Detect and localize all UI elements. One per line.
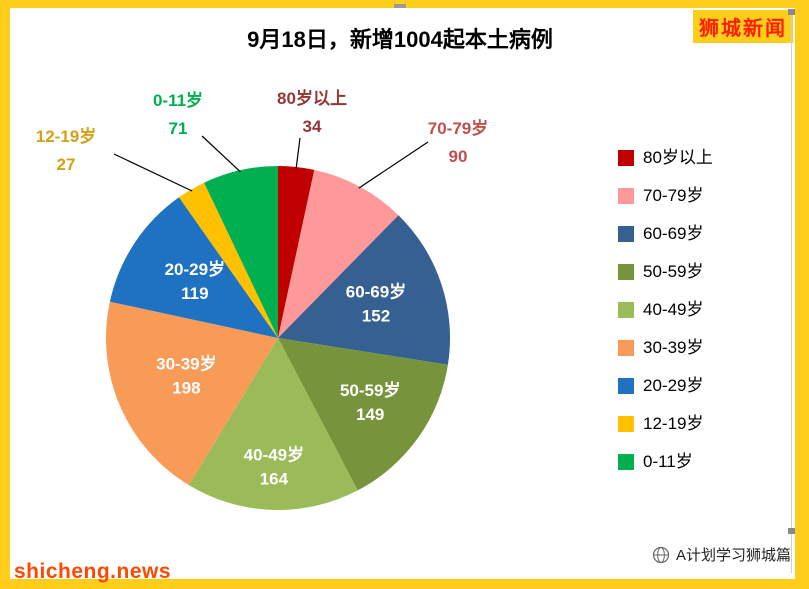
legend-label: 30-39岁 [643, 338, 704, 357]
legend-label: 70-79岁 [643, 186, 704, 205]
legend-swatch [618, 454, 634, 470]
legend-swatch [618, 150, 634, 166]
legend-swatch [618, 302, 634, 318]
legend-swatch [618, 378, 634, 394]
legend-swatch [618, 188, 634, 204]
legend-swatch [618, 416, 634, 432]
legend-item-80岁以上: 80岁以上 [618, 146, 713, 170]
legend-item-70-79岁: 70-79岁 [618, 184, 713, 208]
legend-label: 50-59岁 [643, 262, 704, 281]
legend-label: 20-29岁 [643, 376, 704, 395]
legend-item-40-49岁: 40-49岁 [618, 298, 713, 322]
legend-swatch [618, 226, 634, 242]
legend-label: 12-19岁 [643, 414, 704, 433]
legend-label: 80岁以上 [643, 148, 713, 167]
legend-item-50-59岁: 50-59岁 [618, 260, 713, 284]
legend-label: 40-49岁 [643, 300, 704, 319]
chart-title: 9月18日，新增1004起本土病例 [247, 27, 553, 52]
legend: 80岁以上 70-79岁 60-69岁 50-59岁 40-49岁 30-39岁 20-29… [618, 146, 713, 474]
legend-item-30-39岁: 30-39岁 [618, 336, 713, 360]
footer-brand-label: A计划学习狮城篇 [675, 547, 791, 564]
legend-label: 0-11岁 [643, 452, 693, 471]
window-edge-artifact [394, 4, 406, 8]
scrollbar-artifact-bottom[interactable] [788, 528, 795, 534]
globe-icon [652, 546, 670, 563]
legend-swatch [618, 340, 634, 356]
footer-brand: A计划学习狮城篇 [652, 544, 791, 565]
scrollbar-track-artifact[interactable] [791, 14, 792, 573]
legend-item-12-19岁: 12-19岁 [618, 412, 713, 436]
legend-item-0-11岁: 0-11岁 [618, 450, 713, 474]
legend-item-60-69岁: 60-69岁 [618, 222, 713, 246]
watermark-url: shicheng.news [14, 560, 172, 583]
legend-item-20-29岁: 20-29岁 [618, 374, 713, 398]
scrollbar-artifact-top[interactable] [788, 9, 795, 15]
legend-swatch [618, 264, 634, 280]
brand-title: 狮城新闻 [693, 10, 793, 43]
legend-label: 60-69岁 [643, 224, 704, 243]
